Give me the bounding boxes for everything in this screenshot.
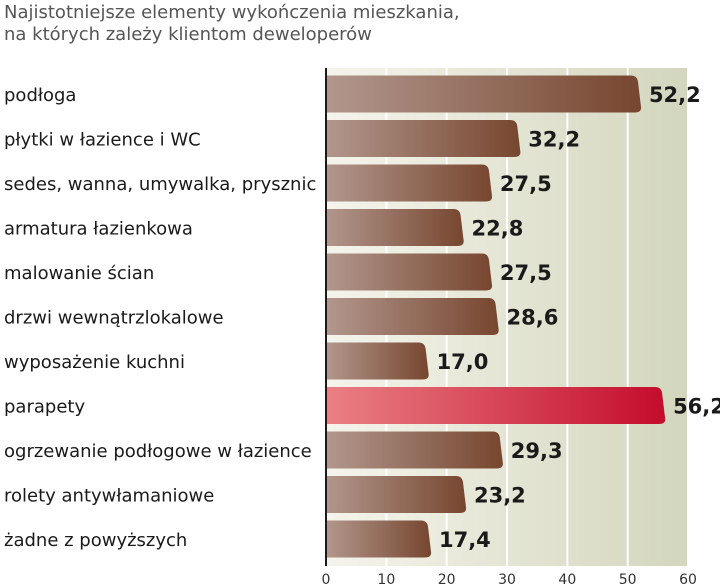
bar <box>326 342 429 380</box>
value-label: 17,4 <box>439 528 491 552</box>
value-label: 27,5 <box>500 261 552 285</box>
value-label: 56,2 <box>673 395 720 419</box>
x-tick-label: 20 <box>438 572 456 588</box>
x-tick-label: 10 <box>377 572 395 588</box>
value-label: 52,2 <box>649 83 701 107</box>
axes: 0 10 20 30 40 50 60 <box>322 68 697 588</box>
category-label: wyposażenie kuchni <box>4 352 185 373</box>
bar <box>326 520 432 558</box>
value-label: 28,6 <box>507 306 559 330</box>
category-label: drzwi wewnątrzlokalowe <box>4 308 224 329</box>
x-tick-label: 50 <box>619 572 637 588</box>
value-label: 32,2 <box>528 128 580 152</box>
value-label: 22,8 <box>472 217 524 241</box>
category-label: rolety antywłamaniowe <box>4 486 214 507</box>
bars <box>326 75 666 558</box>
value-label: 23,2 <box>474 484 526 508</box>
category-label: sedes, wanna, umywalka, prysznic <box>4 174 316 195</box>
x-tick-label: 60 <box>679 572 697 588</box>
category-label: parapety <box>4 397 85 418</box>
bar <box>326 431 503 469</box>
bar-highlight <box>326 387 666 424</box>
bar <box>326 209 464 246</box>
bar <box>326 120 521 157</box>
bar <box>326 253 493 291</box>
x-tick-label: 0 <box>322 572 331 588</box>
category-label: żadne z powyższych <box>4 530 187 551</box>
bar <box>326 476 467 513</box>
category-label: podłoga <box>4 85 76 106</box>
category-label: płytki w łazience i WC <box>4 130 201 151</box>
category-label: ogrzewanie podłogowe w łazience <box>4 441 312 462</box>
x-tick-label: 40 <box>558 572 576 588</box>
category-label: armatura łazienkowa <box>4 219 193 240</box>
value-label: 17,0 <box>437 350 489 374</box>
value-label: 27,5 <box>500 172 552 196</box>
value-label: 29,3 <box>511 439 563 463</box>
bar <box>326 298 499 335</box>
chart-title: Najistotniejsze elementy wykończenia mie… <box>4 2 460 45</box>
x-tick-label: 30 <box>498 572 516 588</box>
bar <box>326 75 642 113</box>
labels: 52,2 podłoga 32,2 płytki w łazience i WC 27,… <box>4 83 720 552</box>
category-label: malowanie ścian <box>4 263 154 284</box>
bar <box>326 164 493 202</box>
